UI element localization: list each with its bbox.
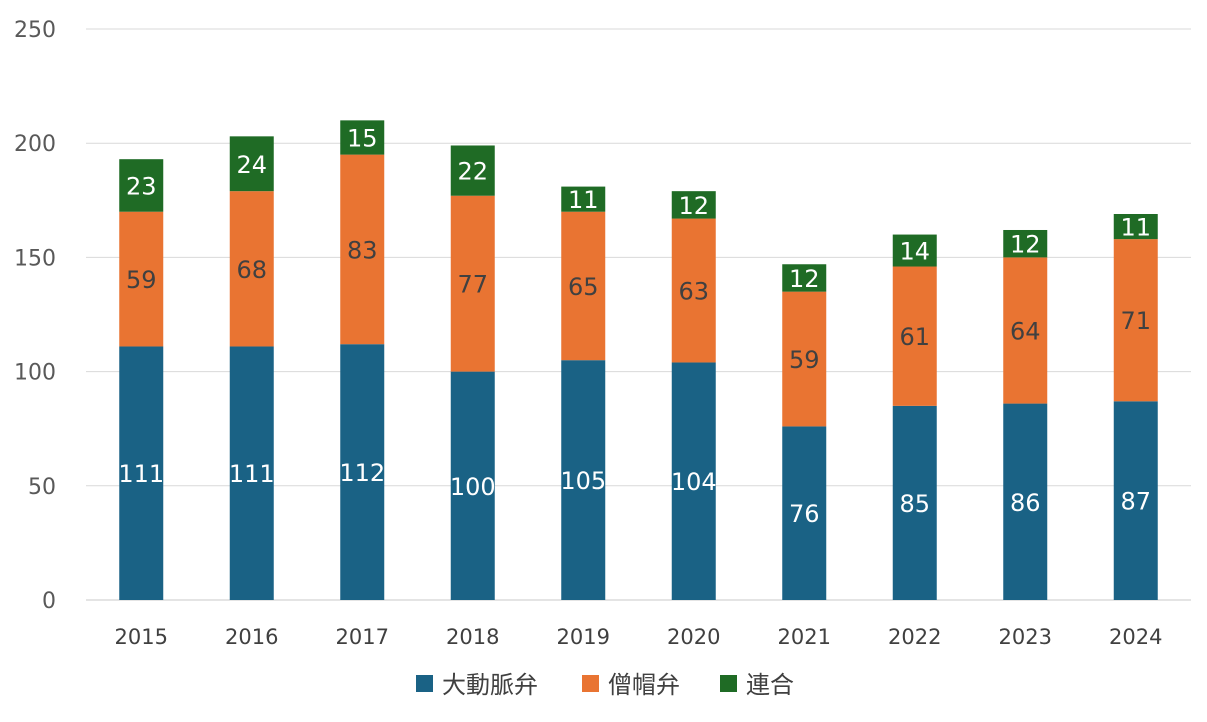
- bar-segment: [340, 154, 385, 345]
- bar-segment: [1003, 257, 1048, 404]
- data-label: 76: [789, 500, 820, 528]
- bar-segment: [119, 211, 164, 347]
- data-label: 111: [118, 460, 164, 488]
- data-label: 105: [560, 467, 606, 495]
- bar-segment: [782, 426, 827, 600]
- data-label: 14: [899, 238, 930, 266]
- y-axis: 0 50 100 150 200 250: [14, 18, 56, 614]
- legend-swatch: [720, 675, 737, 692]
- bar-segment: [119, 159, 164, 212]
- data-label: 64: [1010, 317, 1041, 345]
- data-label: 23: [126, 172, 157, 200]
- bar-segment: [1003, 229, 1048, 258]
- data-label: 68: [236, 256, 267, 284]
- y-tick-label: 50: [28, 475, 56, 500]
- data-label: 104: [671, 468, 717, 496]
- bar-segment: [1113, 214, 1158, 240]
- data-label: 59: [126, 266, 157, 294]
- bar-segment: [782, 264, 827, 292]
- data-label: 22: [457, 158, 488, 186]
- bar-segment: [671, 218, 716, 363]
- data-label: 59: [789, 346, 820, 374]
- bar-segment: [671, 362, 716, 600]
- bar-segment: [782, 291, 827, 427]
- data-label: 85: [899, 490, 930, 518]
- data-label: 112: [339, 459, 385, 487]
- data-label: 87: [1120, 488, 1151, 516]
- x-tick-label: 2021: [778, 625, 831, 649]
- data-label: 65: [568, 273, 599, 301]
- legend-label: 連合: [746, 671, 794, 699]
- bar-segment: [229, 136, 274, 192]
- data-label: 63: [678, 278, 709, 306]
- legend-swatch: [582, 675, 599, 692]
- data-label: 12: [678, 192, 709, 220]
- bar-segment: [1003, 403, 1048, 600]
- data-label: 11: [1120, 214, 1151, 242]
- legend-label: 大動脈弁: [442, 671, 538, 699]
- x-tick-label: 2024: [1109, 625, 1162, 649]
- x-tick-label: 2020: [667, 625, 720, 649]
- bar-segment: [561, 211, 606, 361]
- bar-segment: [671, 191, 716, 219]
- bar-segment: [892, 405, 937, 600]
- x-tick-label: 2023: [999, 625, 1052, 649]
- legend-swatch: [416, 675, 433, 692]
- bar-segment: [892, 234, 937, 267]
- bars: 111 59 23 111 68 24 112 83 15 100 77 22 105 65 11 104 63…: [118, 120, 1158, 600]
- data-label: 111: [229, 460, 275, 488]
- y-tick-label: 200: [14, 132, 56, 157]
- data-label: 83: [347, 236, 378, 264]
- bar-segment: [340, 344, 385, 600]
- bar-segment: [229, 346, 274, 600]
- bar-segment: [450, 195, 495, 372]
- x-tick-label: 2016: [225, 625, 278, 649]
- bar-segment: [119, 346, 164, 600]
- x-tick-label: 2022: [888, 625, 941, 649]
- bar-segment: [450, 145, 495, 196]
- legend-label: 僧帽弁: [608, 671, 680, 699]
- data-label: 15: [347, 124, 378, 152]
- data-label: 71: [1120, 307, 1151, 335]
- bar-segment: [229, 191, 274, 347]
- bar-segment: [340, 120, 385, 155]
- x-axis: 2015 2016 2017 2018 2019 2020 2021 2022 2023 2024: [115, 625, 1163, 649]
- legend: 大動脈弁 僧帽弁 連合: [416, 671, 794, 699]
- data-label: 86: [1010, 489, 1041, 517]
- data-label: 11: [568, 186, 599, 214]
- bar-segment: [1113, 239, 1158, 402]
- data-label: 100: [450, 473, 496, 501]
- bar-segment: [561, 360, 606, 600]
- y-tick-label: 150: [14, 246, 56, 271]
- data-label: 12: [789, 265, 820, 293]
- y-tick-label: 250: [14, 18, 56, 43]
- bar-segment: [561, 186, 606, 212]
- data-label: 12: [1010, 231, 1041, 259]
- x-tick-label: 2018: [446, 625, 499, 649]
- x-tick-label: 2017: [336, 625, 389, 649]
- data-label: 61: [899, 323, 930, 351]
- y-tick-label: 100: [14, 361, 56, 386]
- bar-segment: [1113, 401, 1158, 600]
- x-tick-label: 2015: [115, 625, 168, 649]
- data-label: 24: [236, 151, 267, 179]
- y-tick-label: 0: [42, 589, 56, 614]
- x-tick-label: 2019: [557, 625, 610, 649]
- data-label: 77: [457, 271, 488, 299]
- bar-segment: [892, 266, 937, 406]
- bar-segment: [450, 371, 495, 600]
